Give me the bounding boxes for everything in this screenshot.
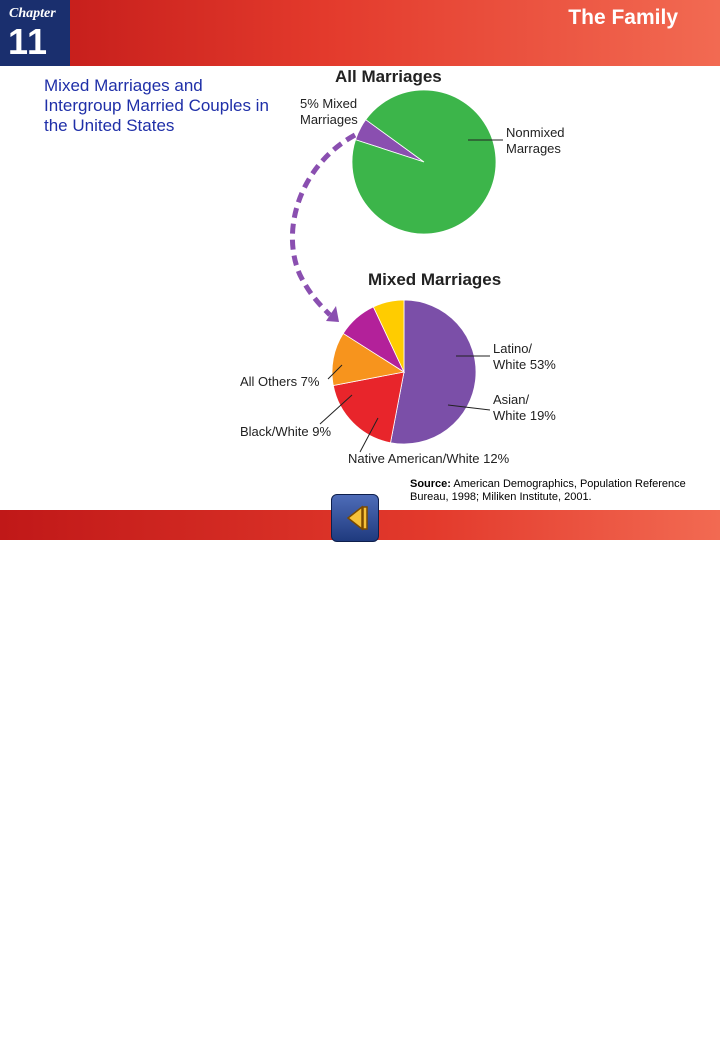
publisher-logo: The McGraw-Hill Companies: [562, 1034, 698, 1045]
chart-title-all-marriages: All Marriages: [335, 67, 442, 86]
label-native-american-white-leader: [359, 417, 379, 453]
label-asian-white-leader: [447, 404, 491, 411]
pie-slice-asian-white-19: [332, 371, 405, 444]
section-title: The Family: [568, 6, 678, 29]
label-mixed-marriages-pct: 5% Mixed Marriages: [300, 96, 358, 127]
label-asian-white: Asian/White 19%: [493, 392, 556, 423]
pie-all-marriages-labels: 5% Mixed Marriages Nonmixed Marrages: [300, 96, 565, 156]
label-nonmixed-marriages: Nonmixed Marrages: [506, 125, 565, 156]
label-latino-white: Latino/White 53%: [493, 341, 556, 372]
back-button[interactable]: [331, 494, 379, 542]
chapter-label: Chapter: [9, 6, 56, 21]
label-black-white: Black/White 9%: [240, 424, 331, 439]
pie-all-marriages: [351, 89, 497, 235]
mixed-arrow-head: [326, 306, 339, 322]
label-black-white-leader: [319, 394, 353, 425]
label-native-american-white: Native American/White 12%: [348, 451, 510, 466]
source-note: Source: American Demographics, Populatio…: [410, 478, 700, 504]
source-text: American Demographics, Population Refere…: [410, 478, 686, 503]
chapter-badge: Chapter 11: [0, 0, 70, 66]
label-all-others: All Others 7%: [240, 374, 320, 389]
pie-mixed-marriages: [331, 299, 477, 445]
chart-title-mixed-marriages: Mixed Marriages: [368, 270, 501, 289]
header-bar: Chapter 11 The Family: [0, 0, 720, 66]
mixed-arrow: [290, 132, 357, 317]
pie-mixed-marriages-labels: Latino/White 53% Asian/White 19% Native Am…: [240, 341, 556, 466]
pie-slice-nonmixed-marrages: [351, 89, 497, 235]
pie-slice-all-others-7: [372, 299, 405, 373]
source-label: Source:: [410, 478, 451, 490]
chapter-number: 11: [8, 21, 49, 62]
back-arrow-icon: [346, 505, 368, 531]
pie-charts: All Marriages 5% Mixed Marriages Nonmixed M…: [240, 67, 565, 466]
slide-title: Mixed Marriages and Intergroup Married C…: [44, 76, 269, 135]
label-all-others-leader: [327, 364, 343, 380]
pie-slice-latino-white-53: [390, 299, 477, 445]
